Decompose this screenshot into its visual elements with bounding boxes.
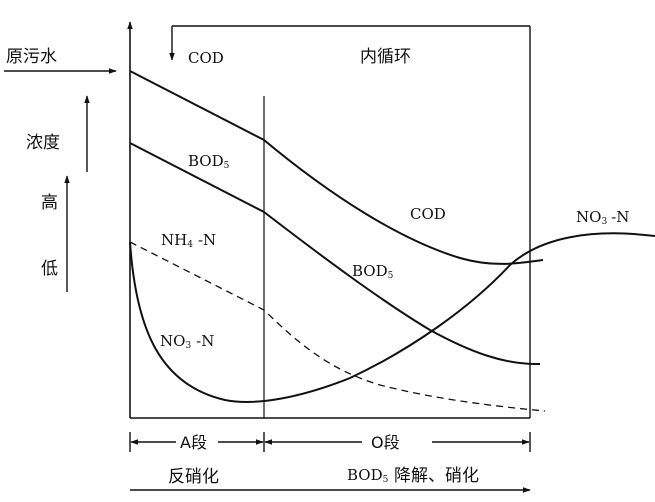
bod5-right-label: BOD5 [352,262,394,281]
no3n-left-label: NO3 -N [160,332,214,351]
nh4n-label: NH4 -N [161,231,216,250]
cod-right-label: COD [410,205,446,223]
bod5-left-label: BOD5 [188,152,230,171]
o-stage-label: O段 [371,433,400,452]
raw-water-label: 原污水 [6,47,57,67]
no3n-curve [129,232,655,403]
bod5-bottom-label: BOD5 [347,466,389,485]
nh4n-curve [129,241,546,412]
bod5-curve [129,142,541,366]
high-label: 高 [41,193,58,213]
degradation-nitrification-label: 降解、硝化 [394,466,479,486]
no3n-right-label: NO3 -N [576,208,629,227]
cod-top-label: COD [188,49,224,67]
concentration-label: 浓度 [26,133,60,153]
a-stage-label: A段 [180,433,207,452]
low-label: 低 [41,259,58,279]
internal-recycle-label: 内循环 [360,47,411,67]
denitrification-label: 反硝化 [168,467,219,487]
